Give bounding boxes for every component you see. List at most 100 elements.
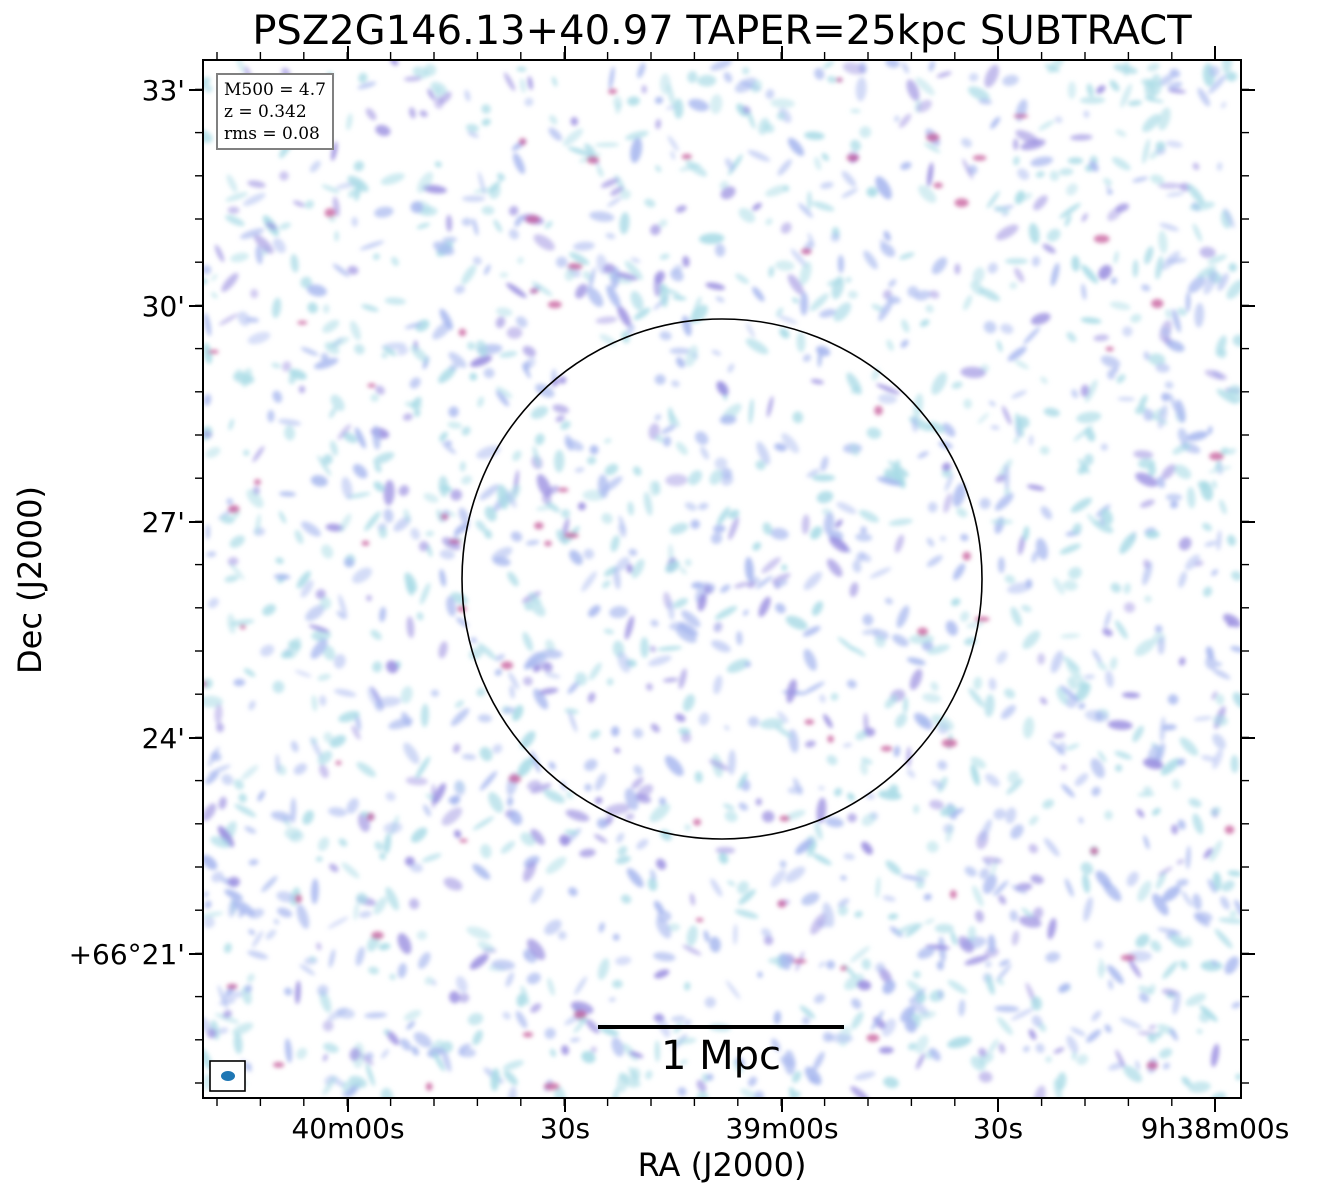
noise-blob [1028, 843, 1039, 854]
noise-blob [391, 256, 399, 267]
noise-blob [819, 694, 826, 703]
noise-blob [1212, 733, 1226, 750]
noise-blob [894, 534, 905, 553]
noise-blob [317, 673, 331, 681]
noise-blob [218, 313, 239, 326]
noise-blob [524, 97, 534, 107]
noise-peak [563, 532, 579, 539]
noise-blob [372, 661, 383, 673]
noise-blob [456, 617, 469, 628]
noise-blob [203, 854, 218, 870]
noise-blob [724, 810, 738, 823]
noise-blob [616, 556, 630, 572]
noise-blob [626, 324, 635, 335]
noise-blob [1210, 806, 1221, 816]
noise-blob [996, 963, 1012, 982]
noise-blob [347, 265, 359, 275]
noise-blob [211, 292, 218, 299]
noise-blob [862, 614, 874, 626]
noise-blob [1155, 141, 1166, 151]
noise-blob [684, 502, 697, 511]
noise-blob [234, 368, 243, 378]
noise-blob [436, 509, 443, 523]
noise-blob [1162, 885, 1181, 902]
noise-blob [860, 757, 873, 765]
noise-blob [1135, 933, 1150, 948]
noise-blob [520, 730, 536, 749]
noise-blob [214, 704, 223, 724]
noise-blob [1182, 442, 1191, 451]
noise-blob [1061, 783, 1075, 798]
noise-blob [320, 352, 329, 362]
noise-blob [333, 688, 357, 697]
noise-blob [806, 468, 820, 478]
noise-blob [379, 606, 387, 623]
noise-blob [278, 511, 287, 524]
noise-blob [861, 958, 872, 970]
noise-blob [1226, 279, 1241, 300]
noise-blob [987, 262, 998, 274]
noise-blob [1119, 532, 1137, 554]
noise-blob [714, 243, 726, 257]
noise-blob [1018, 915, 1042, 928]
noise-blob [245, 317, 260, 323]
noise-blob [681, 732, 692, 743]
noise-blob [292, 200, 306, 207]
noise-blob [968, 72, 979, 82]
noise-blob [602, 580, 611, 589]
noise-blob [811, 853, 832, 866]
noise-blob [323, 732, 334, 743]
noise-blob [812, 474, 836, 482]
noise-blob [683, 1019, 692, 1027]
noise-peak [1151, 298, 1164, 309]
noise-blob [1197, 480, 1209, 491]
noise-blob [370, 393, 379, 402]
noise-blob [807, 232, 815, 248]
noise-blob [906, 657, 926, 666]
noise-blob [988, 400, 996, 407]
noise-blob [445, 214, 453, 232]
noise-blob [1178, 657, 1186, 666]
noise-peak [272, 1061, 285, 1068]
noise-blob [411, 1046, 420, 1056]
noise-blob [1104, 610, 1112, 629]
noise-blob [653, 900, 665, 915]
noise-peak [567, 262, 583, 270]
noise-blob [715, 296, 725, 303]
noise-blob [842, 62, 865, 75]
noise-blob [855, 76, 867, 102]
noise-blob [210, 273, 218, 282]
noise-blob [354, 181, 362, 202]
noise-blob [317, 984, 329, 996]
noise-blob [654, 1040, 660, 1062]
noise-blob [814, 156, 822, 171]
noise-blob [924, 918, 935, 925]
noise-blob [1196, 1028, 1203, 1034]
noise-blob [813, 1051, 825, 1071]
noise-blob [616, 832, 625, 843]
noise-blob [598, 922, 605, 933]
noise-blob [223, 942, 232, 954]
noise-blob [1094, 940, 1104, 950]
noise-blob [1211, 959, 1218, 967]
noise-blob [672, 295, 687, 301]
noise-blob [383, 508, 394, 523]
noise-blob [424, 63, 437, 77]
noise-blob [242, 193, 266, 206]
noise-blob [1141, 284, 1151, 292]
noise-blob [1053, 1078, 1063, 1098]
noise-blob [299, 964, 316, 976]
noise-blob [328, 949, 336, 968]
noise-blob [1046, 228, 1061, 242]
noise-blob [218, 1027, 229, 1035]
noise-peak [1224, 825, 1235, 834]
noise-blob [475, 340, 488, 357]
noise-blob [869, 567, 892, 579]
noise-blob [888, 279, 897, 288]
noise-blob [773, 1010, 782, 1025]
noise-blob [573, 241, 595, 251]
noise-blob [896, 605, 910, 628]
noise-blob [495, 316, 506, 329]
noise-blob [901, 319, 910, 333]
noise-blob [771, 1038, 781, 1052]
